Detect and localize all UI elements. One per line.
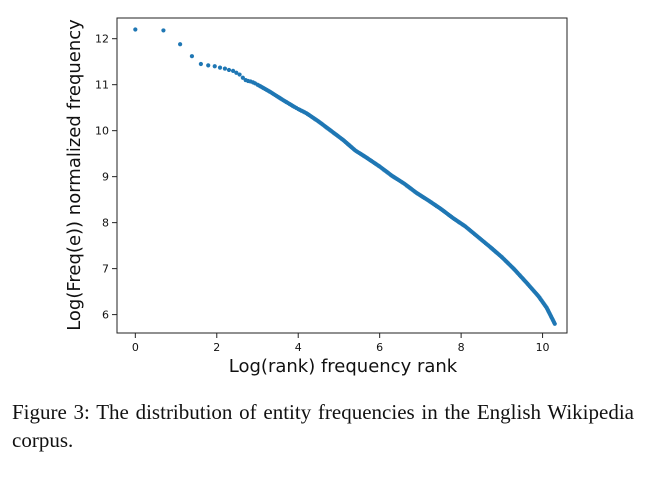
y-tick-label: 7 — [102, 263, 109, 276]
y-tick-label: 10 — [95, 125, 109, 138]
x-tick-label: 4 — [295, 341, 302, 354]
y-tick-label: 9 — [102, 171, 109, 184]
y-axis-label: Log(Freq(e)) normalized frequency — [64, 19, 85, 331]
y-tick-label: 12 — [95, 33, 109, 46]
data-point — [230, 68, 236, 73]
plot-area — [116, 17, 568, 334]
data-point — [234, 70, 239, 75]
data-point — [178, 42, 183, 47]
data-point — [226, 67, 232, 73]
data-point — [133, 27, 138, 32]
x-tick-label: 2 — [213, 341, 220, 354]
x-axis: 0 2 4 6 8 10 — [132, 333, 550, 354]
data-point — [198, 61, 203, 67]
data-point — [240, 75, 245, 80]
data-point — [212, 64, 217, 69]
y-tick-label: 11 — [95, 79, 109, 92]
data-point — [222, 66, 228, 71]
x-tick-label: 0 — [132, 341, 139, 354]
data-point — [189, 54, 195, 59]
x-axis-label: Log(rank) frequency rank — [229, 356, 458, 377]
data-point — [237, 72, 242, 77]
data-point — [161, 28, 166, 33]
y-tick-label: 6 — [102, 309, 109, 322]
data-point — [206, 63, 211, 68]
data-point — [217, 65, 223, 70]
data-series — [133, 27, 557, 326]
y-tick-label: 8 — [102, 217, 109, 230]
x-tick-label: 8 — [458, 341, 465, 354]
y-axis: 6 7 8 9 10 11 12 — [95, 33, 117, 322]
x-tick-label: 10 — [536, 341, 550, 354]
x-tick-label: 6 — [376, 341, 383, 354]
data-point — [552, 321, 557, 326]
figure-caption: Figure 3: The distribution of entity fre… — [12, 400, 634, 452]
plot-frame — [116, 17, 568, 334]
chart: 0 2 4 6 8 10 6 7 8 9 10 11 12 Log(rank) frequency r… — [64, 17, 568, 377]
